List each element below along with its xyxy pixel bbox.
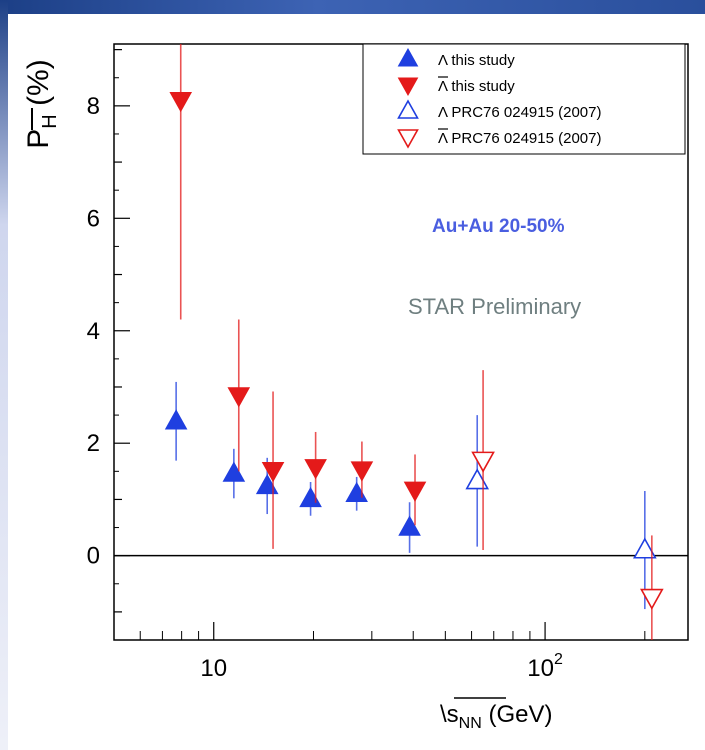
x-axis: 10 102 [139,622,646,682]
legend-marker [397,99,419,119]
y-tick-label: 4 [87,318,100,345]
slide-top-band [0,0,705,18]
x-tick-label: 10 [200,655,227,682]
series-1 [169,44,427,549]
data-point [222,461,246,482]
y-axis-title-text: PH (%) [22,59,61,148]
data-point [261,461,285,483]
x-tick-label-base: 10 [200,655,227,682]
data-point [398,515,421,536]
data-point [403,481,427,502]
data-point [227,387,251,408]
x-tick-label: 102 [527,651,563,682]
legend-label-antilambda-this-study: Λ this study [438,78,515,95]
data-point [471,451,495,473]
legend-box [362,43,686,155]
x-axis-title-main: s [447,701,459,728]
y-axis-title-main: P [22,129,55,149]
x-axis-title-sub: NN [459,715,482,732]
legend-label-lambda-this-study: Λ this study [438,52,515,69]
y-axis-title-sub: H [39,114,61,128]
legend-label-antilambda-prc76: Λ PRC76 024915 (2007) [438,130,601,147]
y-tick-label: 8 [87,93,100,120]
legend-items [397,47,419,149]
data-point [350,461,374,482]
data-point [304,459,327,480]
series-3 [471,370,664,640]
x-tick-label-base: 10 [527,655,554,682]
data-point [169,92,193,113]
annotation-collision-system: Au+Au 20-50% [432,216,565,237]
annotation-star-preliminary: STAR Preliminary [408,294,581,319]
y-tick-label: 0 [87,543,100,570]
x-axis-title-unit: (GeV) [482,701,553,728]
data-point [633,537,657,559]
y-axis-title: PH (%) [22,59,61,148]
y-axis: 0 2 4 6 8 [87,49,130,641]
legend-label-lambda-prc76: Λ PRC76 024915 (2007) [438,104,601,121]
legend-marker [397,47,419,67]
data-point [164,409,188,430]
legend-marker [397,77,419,97]
x-axis-title: \sNN (GeV) [440,701,552,732]
x-tick-label-exponent: 2 [554,651,563,668]
data-point [640,588,664,610]
y-axis-title-unit: (%) [22,59,55,114]
y-tick-label: 2 [87,430,100,457]
data-marks [164,44,664,640]
y-tick-label: 6 [87,205,100,232]
slide-left-band [0,0,8,750]
legend-marker [397,129,419,149]
legend: Λ this study Λ this study Λ PRC76 024915… [362,43,686,155]
x-axis-title-root: \ [440,701,447,728]
